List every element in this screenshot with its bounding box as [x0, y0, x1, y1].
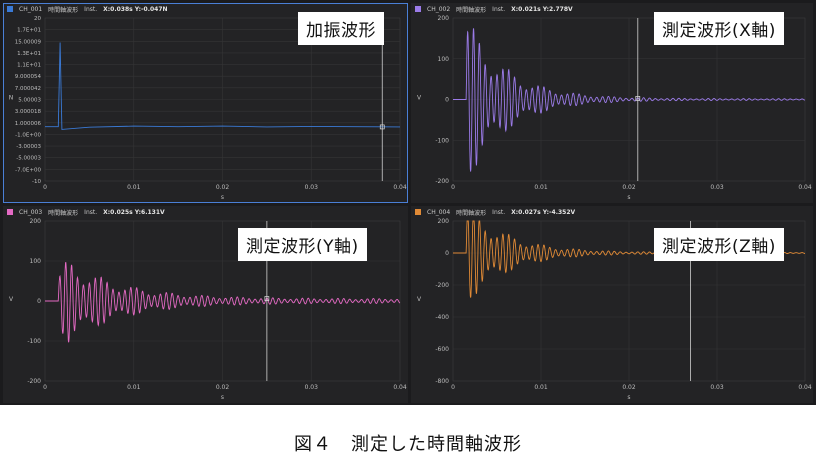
cursor-marker: [635, 96, 641, 101]
tag-excitation-waveform: 加振波形: [298, 12, 384, 45]
x-tick-label: 0.01: [534, 184, 548, 191]
x-tick-label: 0.03: [710, 384, 724, 391]
y-tick-label: -10: [32, 179, 41, 185]
inst-label: Inst.: [492, 5, 506, 13]
y-tick-label: 1.1E+01: [17, 63, 41, 69]
inst-label: Inst.: [84, 208, 98, 216]
channel-color-swatch: [7, 6, 13, 12]
y-tick-label: 7.000042: [15, 86, 41, 92]
cursor-readout: X:0.027s Y:-4.352V: [511, 208, 576, 216]
tag-measured-z: 測定波形(Z軸): [654, 228, 784, 261]
y-tick-label: 1.7E+01: [17, 28, 41, 34]
channel-name: CH_002: [427, 5, 451, 13]
y-tick-label: -200: [27, 378, 41, 385]
cursor-marker: [379, 124, 385, 130]
y-tick-label: 0: [37, 298, 41, 305]
waveform-series: [45, 262, 401, 343]
channel-name: CH_001: [19, 5, 43, 13]
y-tick-label: -7.0E+00: [15, 167, 41, 173]
x-tick-label: 0.03: [710, 184, 724, 191]
cursor-readout: X:0.025s Y:6.131V: [103, 208, 165, 216]
x-tick-label: 0.04: [798, 384, 812, 391]
x-tick-label: 0.02: [622, 184, 636, 191]
y-tick-label: 20: [34, 16, 41, 22]
y-tick-label: 200: [30, 218, 42, 225]
x-tick-label: 0.03: [305, 184, 319, 191]
x-tick-label: 0.01: [127, 184, 141, 191]
x-tick-label: 0.03: [305, 384, 319, 391]
x-tick-label: 0.01: [534, 384, 548, 391]
y-tick-label: -400: [435, 314, 449, 321]
waveform-series: [45, 42, 401, 130]
y-tick-label: -200: [435, 282, 449, 289]
panel-header: CH_004 時間軸波形 Inst. X:0.027s Y:-4.352V: [411, 206, 813, 218]
x-tick-label: 0.02: [216, 384, 230, 391]
y-tick-label: -5.00003: [16, 156, 41, 162]
y-tick-label: -200: [435, 178, 449, 185]
y-tick-label: 200: [438, 15, 450, 22]
plot-area[interactable]: 0 0.01 0.02 0.03 0.04 s 20 1.7E+01 15.00009 1.3E+…: [3, 3, 408, 203]
cursor-readout: X:0.038s Y:-0.047N: [103, 5, 168, 13]
x-tick-label: 0.04: [393, 184, 407, 191]
cursor-readout: X:0.021s Y:2.778V: [511, 5, 573, 13]
x-tick-label: 0.04: [393, 384, 407, 391]
y-tick-label: -1.0E+00: [15, 132, 41, 138]
tag-measured-y: 測定波形(Y軸): [238, 228, 367, 261]
mode-label: 時間軸波形: [48, 209, 79, 217]
y-tick-label: -800: [435, 378, 449, 385]
x-tick-label: 0.04: [798, 184, 812, 191]
x-tick-label: 0.02: [216, 184, 230, 191]
y-tick-label: 1.000006: [15, 121, 42, 127]
panel-header: CH_001 時間軸波形 Inst. X:0.038s Y:-0.047N: [3, 3, 408, 15]
y-tick-label: -3.00003: [16, 144, 41, 150]
y-tick-label: 100: [30, 258, 42, 265]
y-tick-label: -100: [27, 338, 41, 345]
y-axis-label: V: [9, 296, 14, 303]
y-tick-label: 0: [445, 97, 449, 104]
y-tick-label: 3.000018: [15, 109, 42, 115]
tag-measured-x: 測定波形(X軸): [654, 12, 784, 45]
channel-color-swatch: [415, 6, 421, 12]
x-tick-label: 0: [43, 184, 47, 191]
x-axis-label: s: [221, 394, 224, 401]
x-axis-label: s: [627, 394, 630, 401]
panel-header: CH_003 時間軸波形 Inst. X:0.025s Y:6.131V: [3, 206, 408, 218]
plot-area[interactable]: 0 0.01 0.02 0.03 0.04 s 200 100 0 -100 -200 V: [411, 3, 813, 203]
y-tick-label: -100: [435, 137, 449, 144]
y-axis-label: V: [417, 95, 422, 102]
x-tick-label: 0: [451, 384, 455, 391]
y-tick-label: 0: [445, 250, 449, 257]
y-tick-label: 5.00003: [18, 98, 41, 104]
y-tick-label: 9.000054: [15, 74, 42, 80]
y-axis-label: V: [417, 296, 422, 303]
y-tick-label: 15.00009: [15, 39, 42, 45]
x-axis-label: s: [627, 194, 630, 201]
channel-color-swatch: [7, 209, 13, 215]
cursor-marker: [264, 296, 270, 301]
mode-label: 時間軸波形: [456, 209, 487, 217]
x-axis-label: s: [221, 194, 224, 201]
y-tick-label: 100: [438, 56, 450, 63]
x-tick-label: 0: [43, 384, 47, 391]
panel-header: CH_002 時間軸波形 Inst. X:0.021s Y:2.778V: [411, 3, 813, 15]
figure-caption: 図４ 測定した時間軸波形: [294, 434, 522, 455]
channel-name: CH_003: [19, 208, 43, 216]
y-tick-label: 200: [438, 218, 450, 225]
y-axis-label: N: [9, 95, 14, 102]
mode-label: 時間軸波形: [48, 6, 79, 14]
x-tick-label: 0.01: [127, 384, 141, 391]
x-tick-label: 0: [451, 184, 455, 191]
panel-ch002[interactable]: CH_002 時間軸波形 Inst. X:0.021s Y:2.778V 0 0.…: [411, 3, 813, 203]
waveform-series: [453, 28, 805, 172]
y-tick-label: 1.3E+01: [17, 51, 41, 57]
inst-label: Inst.: [84, 5, 98, 13]
channel-name: CH_004: [427, 208, 451, 216]
inst-label: Inst.: [492, 208, 506, 216]
x-tick-label: 0.02: [622, 384, 636, 391]
y-tick-label: -600: [435, 346, 449, 353]
mode-label: 時間軸波形: [456, 6, 487, 14]
channel-color-swatch: [415, 209, 421, 215]
